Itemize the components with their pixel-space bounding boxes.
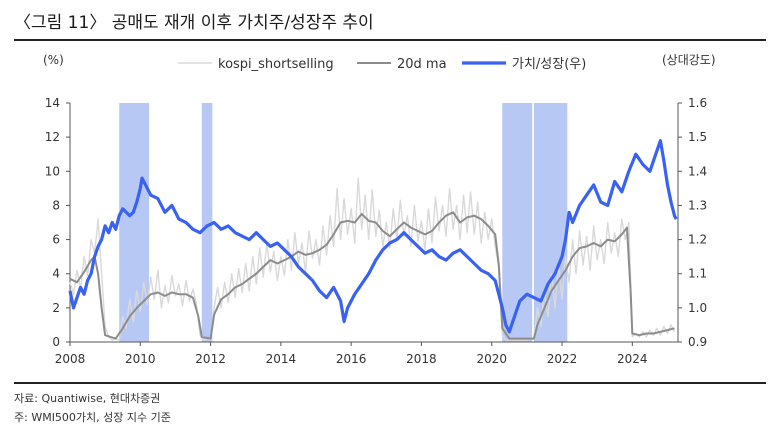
legend-label: 가치/성장(우)	[512, 57, 586, 72]
figure-title: 〈그림 11〉 공매도 재개 이후 가치주/성장주 추이	[14, 13, 374, 33]
x-tick-label: 2010	[125, 352, 156, 366]
title-divider	[14, 39, 766, 41]
x-tick-label: 2018	[406, 352, 437, 366]
y-tick-label-right: 1.1	[688, 267, 707, 281]
series-line-2	[68, 139, 678, 334]
shaded-period	[533, 103, 568, 342]
shaded-period	[201, 103, 213, 342]
source-divider	[14, 382, 766, 384]
y-tick-label-right: 1.0	[688, 301, 707, 315]
y-tick-label-left: 2	[52, 301, 60, 315]
y-unit-right: (상대강도)	[662, 53, 716, 67]
source-note: 자료: Quantiwise, 현대차증권	[14, 392, 161, 405]
y-tick-label-right: 1.4	[688, 164, 707, 178]
x-tick-label: 2012	[195, 352, 226, 366]
x-tick-label: 2014	[266, 352, 297, 366]
y-tick-label-right: 1.6	[688, 96, 707, 110]
legend-label: 20d ma	[397, 57, 447, 72]
y-tick-label-left: 4	[52, 267, 60, 281]
y-tick-label-right: 1.3	[688, 198, 707, 212]
shaded-period	[119, 103, 150, 342]
y-tick-label-right: 1.2	[688, 233, 707, 247]
y-tick-label-left: 8	[52, 198, 60, 212]
shaded-period	[502, 103, 533, 342]
y-tick-label-left: 10	[45, 164, 60, 178]
x-tick-label: 2022	[547, 352, 578, 366]
y-tick-label-right: 1.5	[688, 130, 707, 144]
x-tick-label: 2008	[55, 352, 86, 366]
legend-label: kospi_shortselling	[218, 57, 334, 72]
x-tick-label: 2016	[336, 352, 367, 366]
y-tick-label-right: 0.9	[688, 335, 707, 349]
x-tick-label: 2020	[476, 352, 507, 366]
series-line-1	[69, 211, 675, 340]
y-tick-label-left: 14	[45, 96, 60, 110]
footnote: 주: WMI500가치, 성장 지수 기준	[14, 411, 171, 424]
y-tick-label-left: 12	[45, 130, 60, 144]
x-tick-label: 2024	[617, 352, 648, 366]
y-tick-label-left: 6	[52, 233, 60, 247]
series-line-0	[69, 177, 676, 341]
y-unit-left: (%)	[43, 53, 64, 67]
y-tick-label-left: 0	[52, 335, 60, 349]
